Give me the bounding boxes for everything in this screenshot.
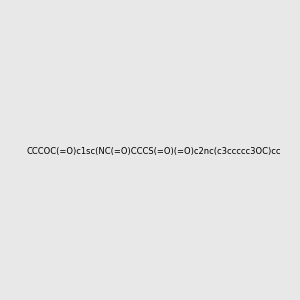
- Text: CCCOC(=O)c1sc(NC(=O)CCCS(=O)(=O)c2nc(c3ccccc3OC)cc: CCCOC(=O)c1sc(NC(=O)CCCS(=O)(=O)c2nc(c3c…: [26, 147, 281, 156]
